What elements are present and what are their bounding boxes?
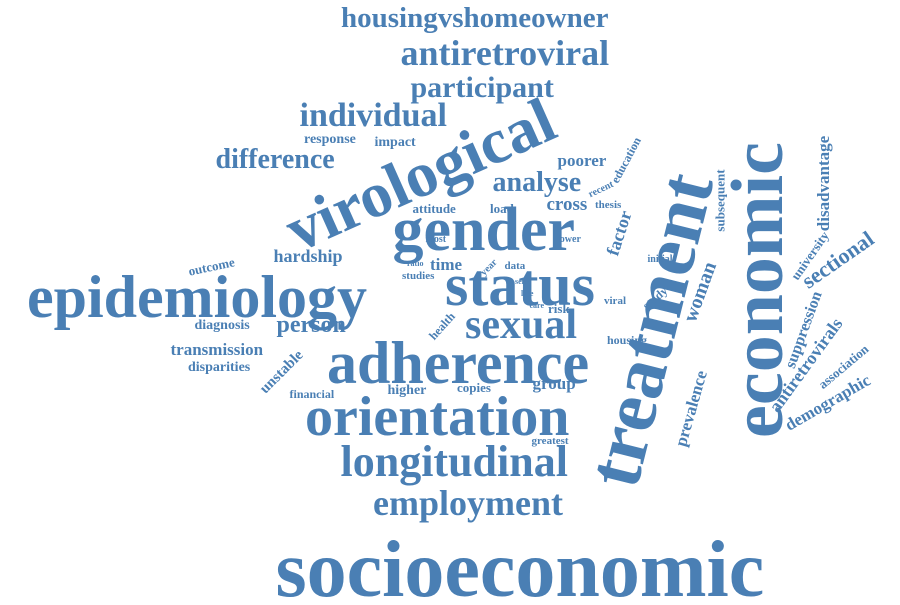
- word-care: care: [529, 301, 545, 310]
- word-adherence: adherence: [327, 330, 590, 396]
- word-education: education: [608, 134, 644, 186]
- word-load: load: [490, 200, 514, 216]
- word-analyse: analyse: [492, 167, 582, 198]
- word-self: self: [515, 277, 527, 286]
- word-initial: initial: [647, 254, 673, 265]
- word-risk: risk: [548, 300, 570, 316]
- word-treatment: treatment: [570, 164, 730, 496]
- word-impact: impact: [374, 135, 416, 150]
- word-participant: participant: [410, 71, 554, 104]
- word-person: person: [276, 312, 346, 338]
- word-individual: individual: [299, 97, 447, 134]
- word-status: status: [445, 252, 596, 318]
- word-hardship: hardship: [273, 246, 343, 266]
- word-copies: copies: [457, 379, 491, 395]
- word-socioeconomic: socioeconomic: [275, 526, 765, 605]
- word-greatest: greatest: [531, 434, 569, 447]
- word-longitudinal: longitudinal: [340, 437, 568, 486]
- word-disparities: disparities: [188, 360, 251, 375]
- word-sexual: sexual: [465, 302, 578, 348]
- word-orientation: orientation: [305, 386, 570, 448]
- word-disadvantage: disadvantage: [813, 135, 833, 231]
- word-higher: higher: [387, 383, 427, 398]
- word-thesis: thesis: [595, 198, 622, 211]
- word-financial: financial: [289, 387, 335, 401]
- word-lower: lower: [557, 234, 581, 245]
- word-recent: recent: [586, 178, 616, 201]
- word-gender: gender: [392, 196, 576, 264]
- word-data: data: [504, 259, 526, 272]
- word-ratio: ratio: [407, 259, 424, 268]
- word-subsequent: subsequent: [712, 168, 728, 232]
- word-most: most: [425, 234, 447, 245]
- word-viral: viral: [604, 294, 626, 307]
- word-poorer: poorer: [557, 150, 607, 170]
- word-response: response: [304, 132, 356, 147]
- word-attitude: attitude: [412, 200, 456, 216]
- word-employment: employment: [373, 483, 563, 523]
- word-transmission: transmission: [170, 339, 264, 359]
- word-time: time: [430, 254, 463, 274]
- word-epidemiology: epidemiology: [27, 264, 367, 330]
- word-diagnosis: diagnosis: [194, 318, 250, 333]
- word-group: group: [532, 373, 576, 393]
- word-antiretroviral: antiretroviral: [400, 33, 610, 73]
- word-studies: studies: [402, 269, 435, 282]
- word-cross: cross: [546, 193, 588, 215]
- word-housing: housing: [607, 333, 648, 347]
- word-housingvshomeowner: housingvshomeowner: [341, 1, 609, 34]
- word-difference: difference: [215, 144, 335, 175]
- word-late: late: [521, 289, 534, 298]
